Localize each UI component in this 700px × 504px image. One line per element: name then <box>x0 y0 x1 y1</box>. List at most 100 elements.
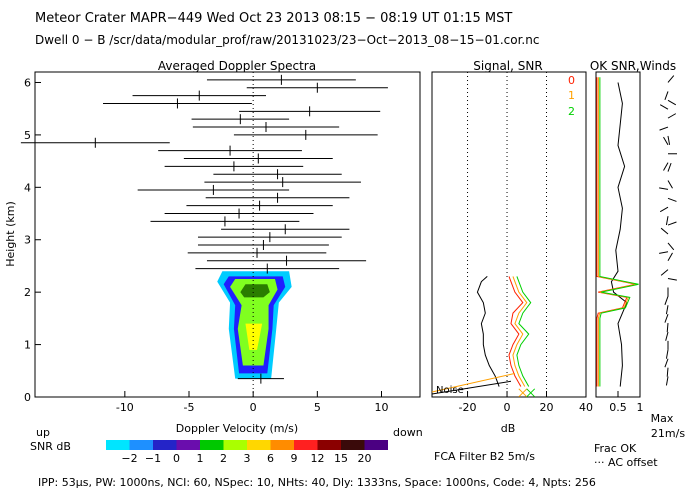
signal-lines <box>431 276 536 398</box>
y-tick-label: 0 <box>24 391 31 404</box>
max-value: 21m/s <box>651 427 685 440</box>
legend-0: 0 <box>568 74 575 87</box>
wind-vector <box>659 251 669 254</box>
x-tick-label: 0.5 <box>609 401 627 414</box>
header-line1: Meteor Crater MAPR−449 Wed Oct 23 2013 0… <box>35 11 512 26</box>
noise-marker <box>526 388 536 398</box>
spectra-ylabel: Height (km) <box>4 201 17 267</box>
snr-color-cell <box>153 440 177 450</box>
wind-vector <box>663 162 669 171</box>
footer-params: IPP: 53µs, PW: 1000ns, NCI: 60, NSpec: 1… <box>38 476 596 489</box>
wind-vector <box>666 323 669 333</box>
x-tick-label: -20 <box>459 401 477 414</box>
x-tick-label: -10 <box>116 401 134 414</box>
y-tick-label: 6 <box>24 76 31 89</box>
y-tick-label: 1 <box>24 339 31 352</box>
x-tick-label: -5 <box>184 401 195 414</box>
signal-xlabel: dB <box>501 422 516 435</box>
wind-vector <box>665 331 669 341</box>
wind-vector <box>667 75 675 83</box>
contour-inner <box>230 279 278 366</box>
max-label: Max <box>651 412 674 425</box>
snr-color-cell <box>270 440 294 450</box>
wind-vector <box>667 252 673 261</box>
ok-snr-line-2 <box>599 77 639 387</box>
header-line2: Dwell 0 − B /scr/data/modular_prof/raw/2… <box>35 33 539 47</box>
y-tick-label: 4 <box>24 181 31 194</box>
winds-frame <box>595 71 641 398</box>
ok-snr-line-1 <box>597 77 638 387</box>
wind-vector <box>664 314 669 323</box>
spectra-frame <box>34 71 421 398</box>
wind-vector <box>665 376 669 386</box>
signal-line <box>476 276 500 387</box>
snr-color-cell <box>341 440 365 450</box>
ok-snr-line-0 <box>596 77 636 387</box>
x-tick-label: 0 <box>250 401 257 414</box>
frac-ok-line <box>610 82 628 387</box>
snr-tick-label: 9 <box>291 452 298 465</box>
signal-title: Signal, SNR <box>473 59 542 73</box>
wind-vector <box>664 91 669 101</box>
x-tick-label: 20 <box>540 401 554 414</box>
y-tick-label: 3 <box>24 234 31 247</box>
wind-vector <box>665 305 669 315</box>
snr-scale-label: SNR dB <box>30 440 71 453</box>
snr-color-cell <box>106 440 130 450</box>
y-tick-label: 2 <box>24 286 31 299</box>
snr-color-cell <box>317 440 341 450</box>
wind-vectors <box>659 75 677 386</box>
snr-color-cell <box>364 440 388 450</box>
snr-color-cell <box>294 440 318 450</box>
filter-label: FCA Filter B2 5m/s <box>434 450 535 463</box>
snr-color-cell <box>223 440 247 450</box>
wind-vector <box>659 206 669 213</box>
contour-dark-band <box>240 284 270 298</box>
legend-1: 1 <box>568 89 575 102</box>
wind-vector <box>665 349 669 359</box>
y-tick-label: 5 <box>24 129 31 142</box>
spectra-bars <box>20 74 388 384</box>
snr-tick-label: −2 <box>121 452 137 465</box>
snr-line-2 <box>516 276 532 387</box>
snr-tick-label: 6 <box>267 452 274 465</box>
winds-title: OK SNR,Winds <box>590 59 676 73</box>
snr-color-scale: −2 −1 0 1 2 3 6 9 12 15 20 <box>106 440 388 465</box>
spectra-panel: -10 -5 0 5 10 0 1 2 3 4 5 6 <box>20 71 421 414</box>
spectra-axes: -10 -5 0 5 10 0 1 2 3 4 5 6 <box>24 76 389 414</box>
snr-color-cell <box>200 440 224 450</box>
wind-vector <box>667 99 677 106</box>
wind-vector <box>665 216 669 226</box>
wind-vector <box>667 242 675 251</box>
wind-vector <box>659 104 669 110</box>
label-up: up <box>36 426 50 439</box>
legend-2: 2 <box>568 105 575 118</box>
wind-vector <box>667 135 671 145</box>
spectra-title: Averaged Doppler Spectra <box>158 59 316 73</box>
wind-vector <box>667 180 673 189</box>
wind-vector <box>660 269 669 276</box>
wind-vector <box>664 296 669 305</box>
spectra-xlabel: Doppler Velocity (m/s) <box>176 422 298 435</box>
wind-vector <box>659 187 669 190</box>
x-tick-label: 5 <box>314 401 321 414</box>
signal-gridlines <box>467 72 548 397</box>
frac-ok-label: Frac OK <box>594 442 637 455</box>
wind-vector <box>663 136 669 146</box>
x-tick-label: 40 <box>579 401 593 414</box>
noise-line <box>431 372 516 393</box>
snr-tick-label: 2 <box>220 452 227 465</box>
snr-line-0 <box>508 276 524 387</box>
wind-vector <box>660 227 669 235</box>
snr-line-1 <box>512 276 528 387</box>
contour-core <box>245 323 263 350</box>
frac-ok-lines <box>596 77 639 387</box>
snr-color-cell <box>129 440 153 450</box>
wind-vector <box>667 162 672 172</box>
x-tick-label: 1 <box>637 401 644 414</box>
ac-offset-label: ··· AC offset <box>594 456 658 469</box>
winds-axes: 0.5 1 <box>609 391 644 414</box>
wind-vector <box>667 197 677 202</box>
snr-tick-label: 20 <box>358 452 372 465</box>
